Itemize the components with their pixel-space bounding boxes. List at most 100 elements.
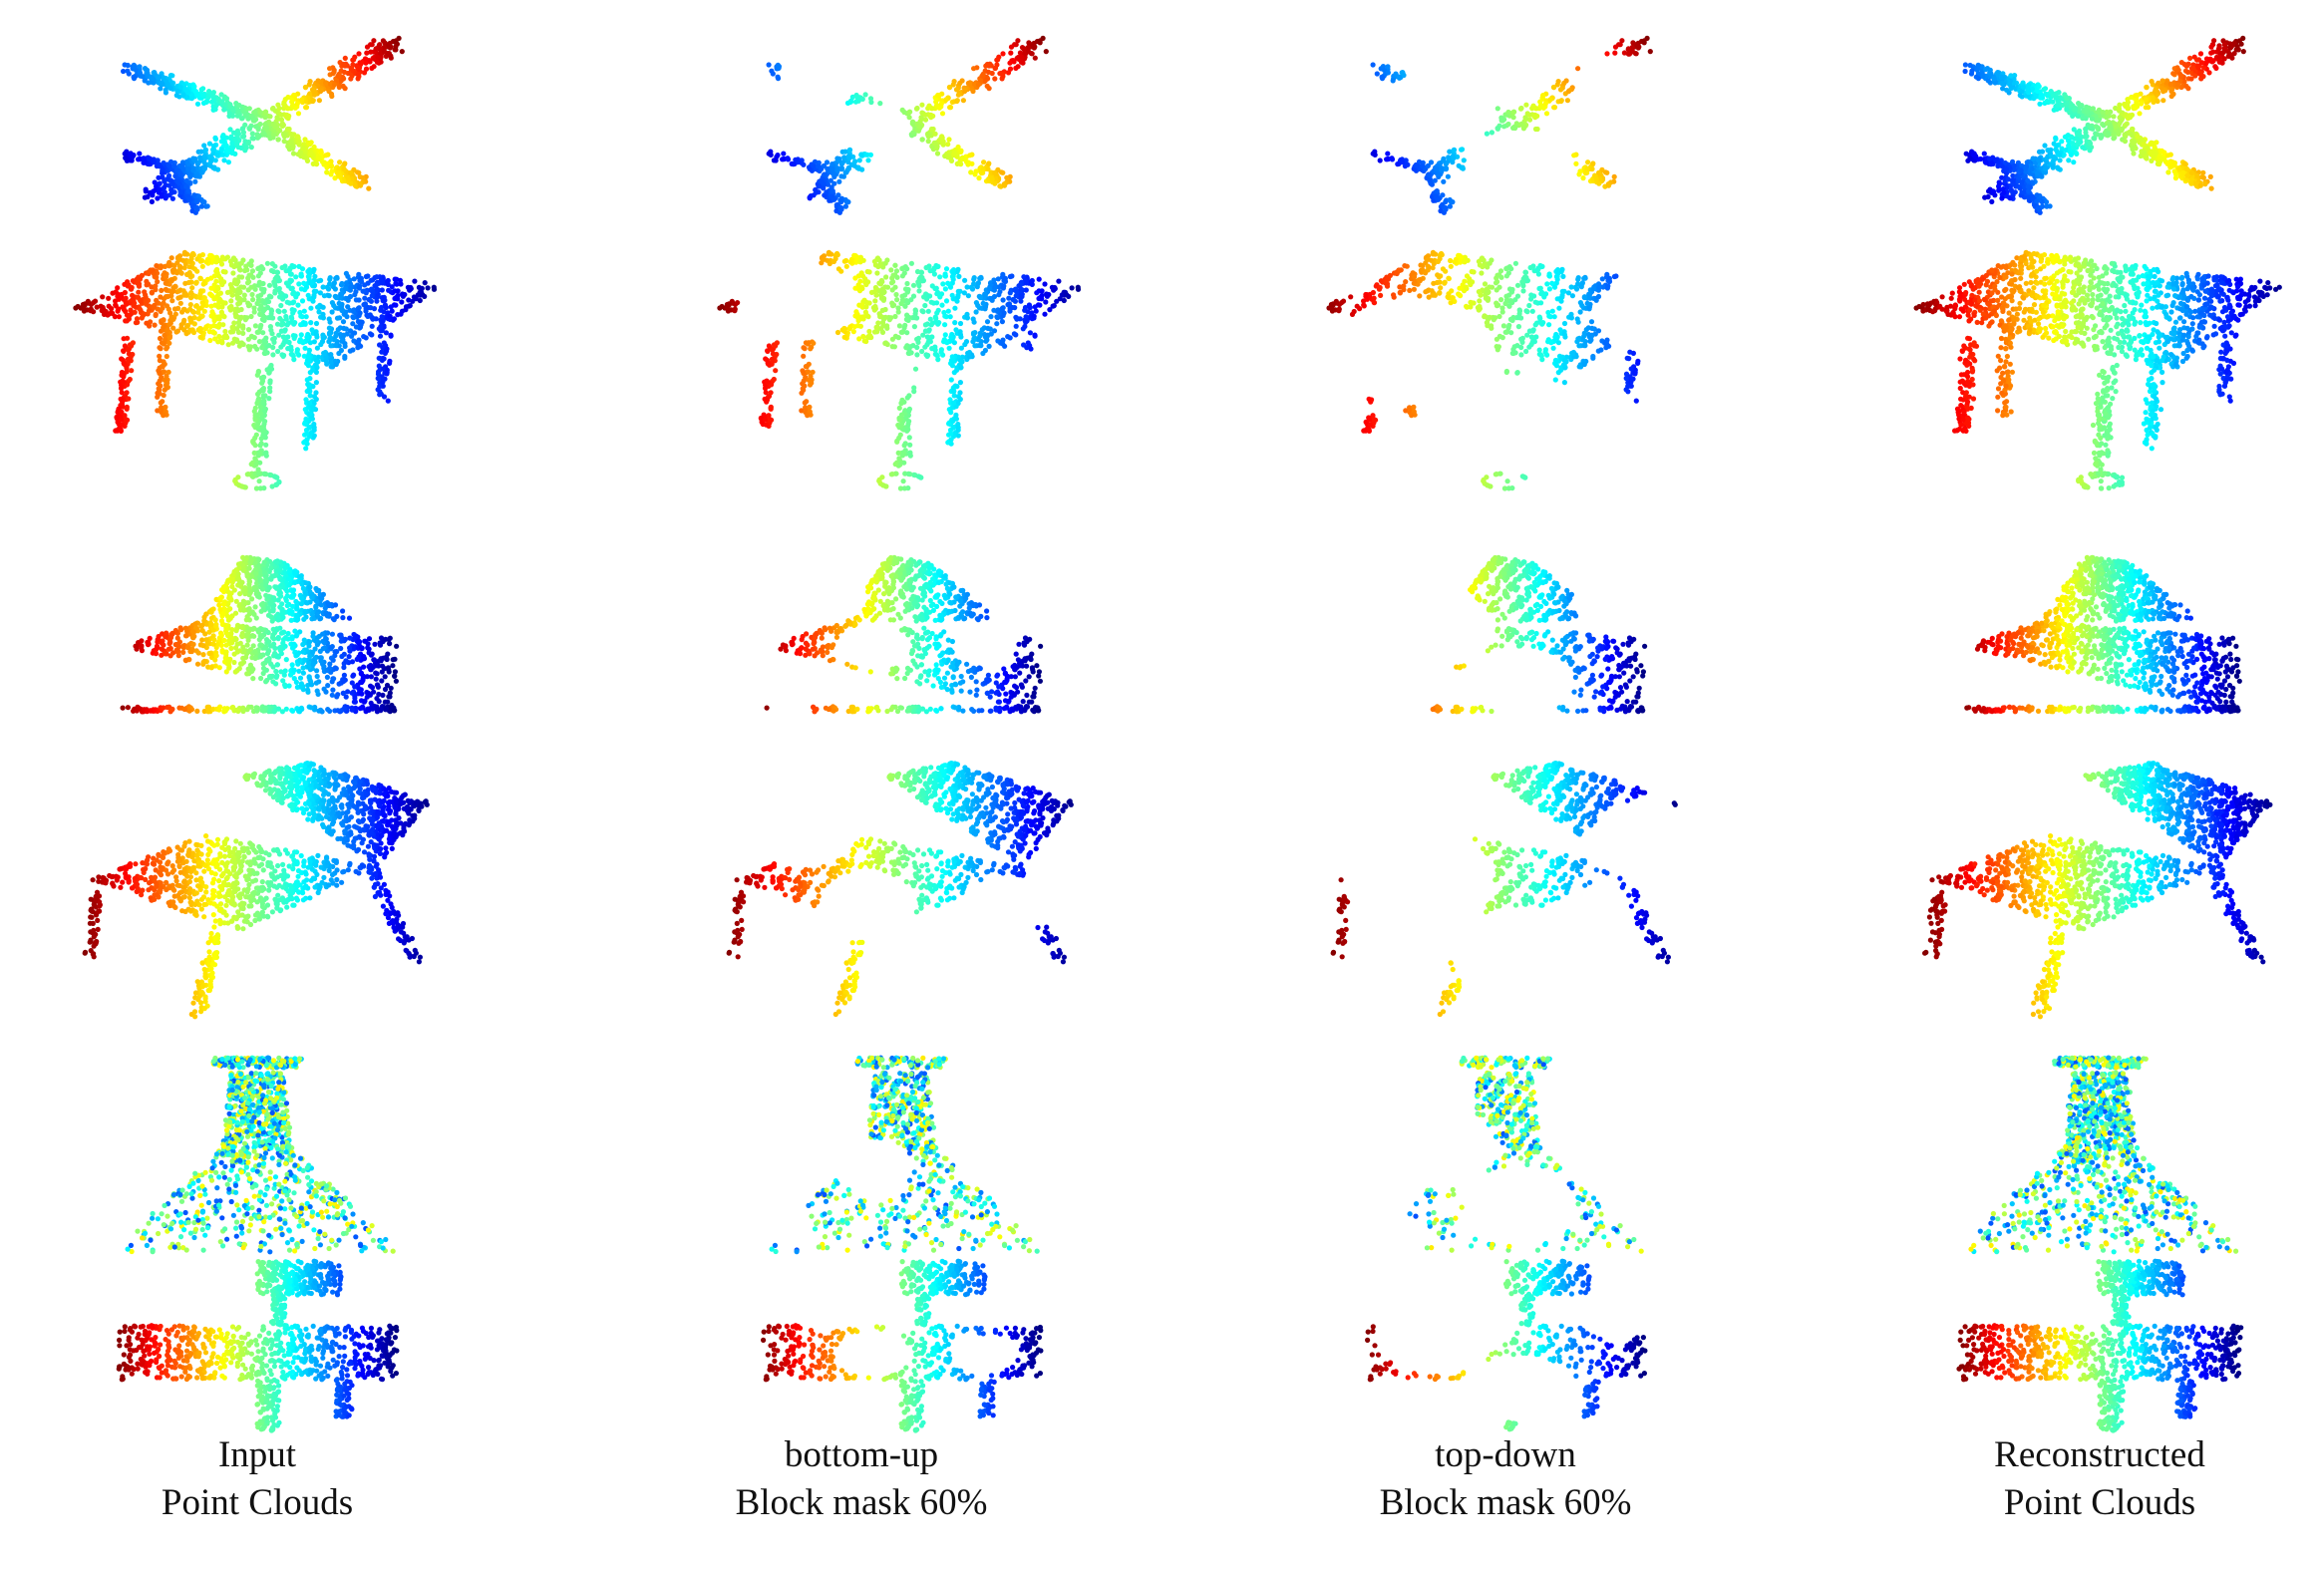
- point: [838, 173, 844, 179]
- point: [196, 306, 202, 312]
- point: [1385, 70, 1391, 76]
- point: [336, 300, 342, 306]
- point-cloud-airplane-col4: [1962, 35, 2246, 215]
- point: [846, 156, 852, 161]
- point: [248, 462, 254, 468]
- point: [126, 396, 132, 402]
- point: [1434, 165, 1440, 172]
- point: [230, 340, 236, 346]
- point: [227, 289, 233, 295]
- point: [218, 309, 224, 315]
- point: [245, 327, 252, 333]
- point: [1998, 74, 2004, 81]
- point: [187, 306, 193, 312]
- point: [953, 87, 960, 93]
- point: [231, 263, 237, 270]
- point: [1986, 156, 1993, 161]
- point: [220, 133, 226, 139]
- point: [356, 297, 362, 303]
- point: [370, 289, 376, 295]
- point: [130, 154, 136, 159]
- point: [343, 270, 349, 276]
- point: [169, 298, 175, 304]
- point: [200, 93, 206, 99]
- point: [995, 57, 1001, 63]
- point: [1551, 105, 1558, 111]
- point: [243, 263, 249, 269]
- point: [2133, 146, 2139, 152]
- point: [193, 280, 199, 286]
- point: [2197, 51, 2204, 57]
- point: [291, 335, 297, 341]
- point: [192, 88, 198, 94]
- point: [1489, 130, 1494, 136]
- point: [947, 105, 954, 111]
- point: [328, 343, 334, 349]
- point: [2236, 38, 2242, 44]
- point: [781, 151, 787, 157]
- point: [221, 107, 227, 113]
- point: [144, 320, 150, 326]
- point: [408, 284, 414, 291]
- point: [345, 176, 351, 182]
- point: [199, 263, 205, 269]
- point: [349, 73, 355, 79]
- point: [137, 151, 143, 157]
- point: [252, 417, 258, 423]
- point: [311, 266, 317, 272]
- point: [254, 346, 260, 352]
- point: [1434, 188, 1440, 194]
- point: [299, 97, 305, 103]
- point: [146, 308, 152, 314]
- point: [181, 306, 187, 312]
- point: [1037, 38, 1043, 44]
- point: [954, 98, 960, 105]
- point: [80, 301, 86, 308]
- point: [387, 360, 393, 366]
- point: [162, 387, 167, 393]
- point: [308, 140, 314, 146]
- point: [302, 345, 308, 351]
- point: [407, 303, 413, 309]
- point: [363, 56, 369, 62]
- point: [834, 167, 840, 173]
- point: [212, 136, 218, 143]
- point: [970, 88, 976, 95]
- point: [2240, 49, 2246, 55]
- point: [1575, 66, 1581, 72]
- point: [165, 176, 170, 182]
- point: [2073, 150, 2079, 157]
- point: [221, 279, 227, 285]
- point: [333, 294, 339, 300]
- point: [250, 297, 256, 303]
- point: [177, 84, 183, 90]
- point: [2208, 185, 2214, 191]
- point: [209, 92, 215, 99]
- point: [1419, 163, 1425, 169]
- point: [235, 329, 242, 335]
- point: [1499, 118, 1506, 124]
- point: [976, 175, 982, 181]
- point: [260, 308, 266, 314]
- point: [257, 121, 263, 128]
- point: [142, 158, 148, 165]
- point: [181, 327, 187, 333]
- point: [362, 301, 368, 307]
- point: [131, 303, 137, 309]
- point: [1517, 106, 1524, 112]
- point: [2135, 134, 2141, 140]
- point: [169, 195, 175, 201]
- point: [1008, 44, 1015, 50]
- point: [125, 62, 131, 69]
- point: [338, 282, 345, 288]
- point: [1563, 78, 1569, 84]
- point: [284, 115, 290, 121]
- point: [2026, 82, 2032, 88]
- point: [2192, 73, 2198, 79]
- point: [2045, 148, 2051, 154]
- point: [2089, 116, 2095, 122]
- point: [257, 281, 263, 287]
- point: [174, 88, 180, 95]
- point: [992, 65, 999, 71]
